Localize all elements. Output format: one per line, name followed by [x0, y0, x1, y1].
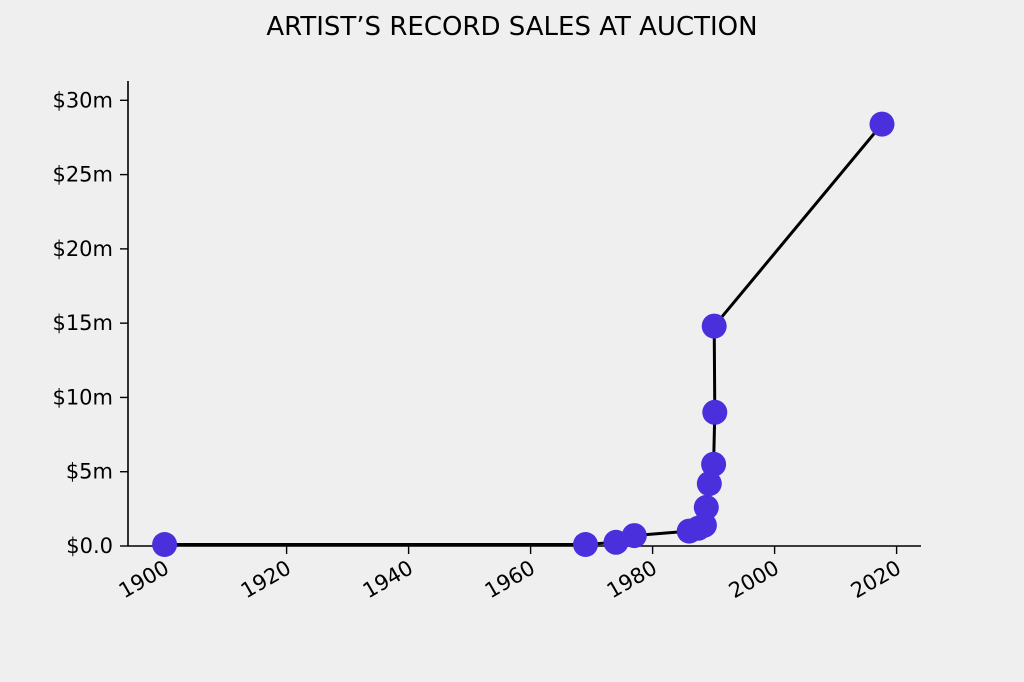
- x-tick-label: 1980: [603, 556, 661, 604]
- tick-group: $0.0 $5m $10m $15m $20m $25m $30m 1900 1920 1940 1…: [52, 88, 905, 603]
- data-point: [869, 111, 895, 137]
- data-point: [621, 523, 647, 549]
- data-point: [702, 399, 728, 425]
- y-tick-label: $25m: [52, 163, 113, 187]
- data-point: [152, 532, 178, 557]
- data-point: [701, 313, 727, 339]
- x-tick-label: 1900: [115, 556, 173, 604]
- x-tick-label: 2000: [725, 556, 783, 604]
- marker-group: [152, 111, 895, 557]
- y-tick-label: $10m: [52, 385, 113, 409]
- x-tick-label: 2020: [847, 556, 905, 604]
- y-tick-label: $5m: [66, 460, 113, 484]
- x-tick-label: 1960: [481, 556, 539, 604]
- chart-title: ARTIST’S RECORD SALES AT AUCTION: [266, 12, 757, 42]
- data-point: [573, 532, 598, 557]
- x-tick-label: 1920: [237, 556, 295, 604]
- y-tick-label: $30m: [52, 88, 113, 112]
- data-point: [693, 494, 719, 520]
- y-tick-label: $15m: [52, 311, 113, 335]
- data-point: [701, 451, 727, 477]
- x-tick-label: 1940: [359, 556, 417, 604]
- data-point: [696, 471, 722, 497]
- y-tick-label: $0.0: [66, 534, 113, 558]
- y-tick-label: $20m: [52, 237, 113, 261]
- series-line: [164, 123, 884, 546]
